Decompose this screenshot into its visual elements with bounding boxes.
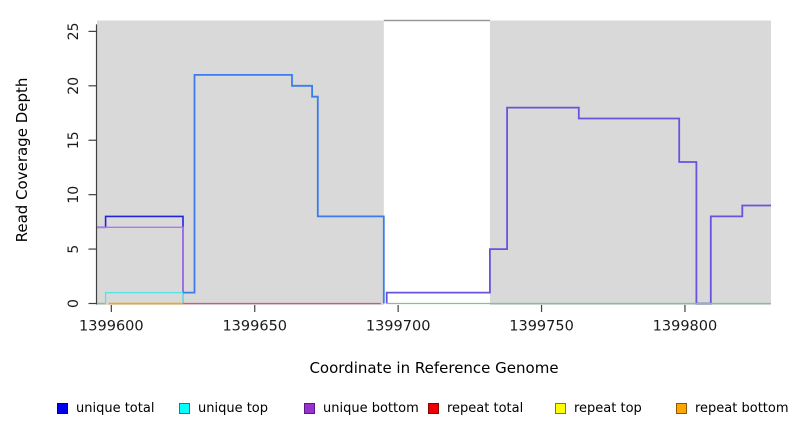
y-tick-label: 0 [66,299,82,308]
legend-item-repeat-bottom: repeat bottom [676,401,789,416]
legend-label-unique-total: unique total [76,401,155,416]
y-tick-label: 25 [66,22,82,40]
x-tick-label: 1399750 [509,319,574,335]
legend-swatch-unique-total [57,403,68,414]
x-tick-label: 1399800 [653,319,718,335]
legend-swatch-repeat-bottom [676,403,687,414]
legend-label-repeat-bottom: repeat bottom [695,401,789,416]
series-line-6-unique-total-bottom-right-segment- [385,106,771,305]
legend-item-repeat-total: repeat total [428,401,523,416]
coverage-gap-band [383,19,490,305]
y-tick-label: 20 [66,77,82,95]
legend-item-repeat-top: repeat top [555,401,642,416]
series-line-5-unique-total-main-peak- [183,74,385,304]
x-axis-title: Coordinate in Reference Genome [309,359,559,377]
legend-label-unique-bottom: unique bottom [323,401,419,416]
x-tick-label: 1399700 [366,319,431,335]
series-line-1-unique-bottom-left-segment- [97,226,184,304]
coverage-chart: 0 5 10 15 20 25 1399600 1399650 1399700 1399750 13… [66,19,771,335]
legend-item-unique-bottom: unique bottom [304,401,419,416]
legend-label-repeat-top: repeat top [574,401,642,416]
legend-swatch-repeat-top [555,403,566,414]
x-tick-label: 1399650 [222,319,287,335]
legend-swatch-repeat-total [428,403,439,414]
legend-label-repeat-total: repeat total [447,401,524,416]
y-tick-label: 5 [66,245,82,254]
y-tick-label: 10 [66,186,82,204]
legend-item-unique-top: unique top [179,401,268,416]
x-tick-label: 1399600 [79,319,144,335]
legend-item-unique-total: unique total [57,401,154,416]
y-tick-label: 15 [66,131,82,149]
series-line-2-unique-top-left-segment- [104,291,184,304]
legend-swatch-unique-bottom [304,403,315,414]
legend-swatch-unique-top [179,403,190,414]
legend-label-unique-top: unique top [198,401,269,416]
y-axis-title: Read Coverage Depth [13,77,31,243]
